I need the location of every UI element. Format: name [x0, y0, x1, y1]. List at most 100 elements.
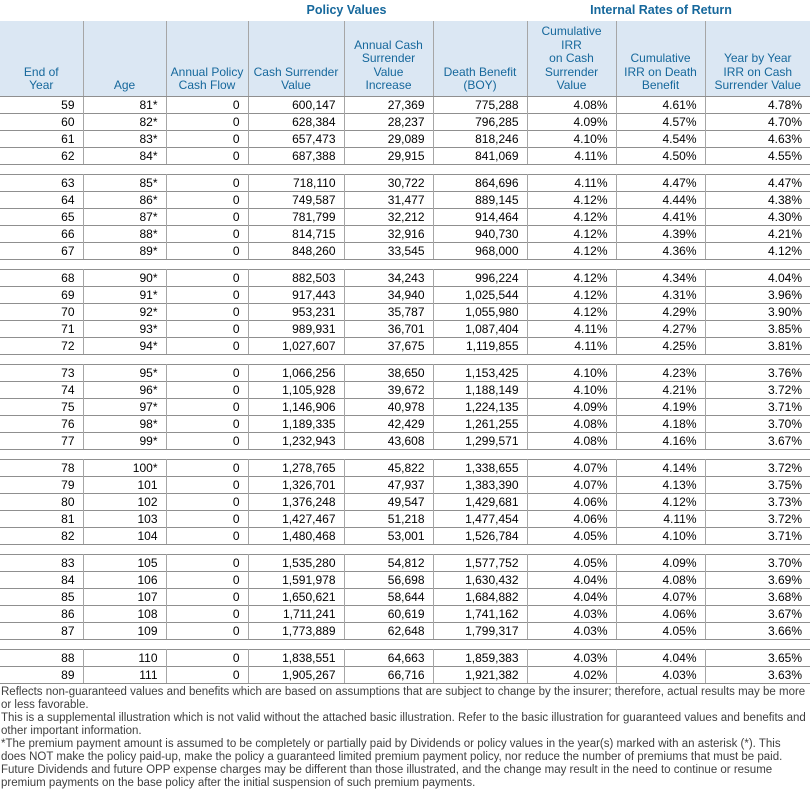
cell-age: 109 [83, 621, 167, 640]
cell-death-benefit-boy: 1,224,135 [433, 397, 528, 416]
cell-death-benefit-boy: 1,261,255 [433, 414, 528, 433]
cell-year-by-year-irr-csv: 3.96% [705, 285, 810, 304]
cell-cash-surrender-value: 953,231 [248, 302, 345, 321]
table-row: 67 89* 0 848,260 33,545 968,000 4.12% 4.36% 4.12… [0, 241, 810, 260]
cell-end-of-year: 59 [0, 95, 84, 114]
cell-cash-surrender-value: 1,278,765 [248, 458, 345, 477]
cell-cumulative-irr-death-benefit: 4.16% [616, 431, 706, 450]
cell-year-by-year-irr-csv: 3.63% [705, 665, 810, 684]
cell-annual-csv-increase: 58,644 [344, 587, 434, 606]
cell-end-of-year: 83 [0, 553, 84, 572]
cell-cumulative-irr-death-benefit: 4.14% [616, 458, 706, 477]
cell-cumulative-irr-death-benefit: 4.18% [616, 414, 706, 433]
cell-cash-surrender-value: 814,715 [248, 224, 345, 243]
cell-annual-policy-cash-flow: 0 [166, 570, 249, 589]
cell-year-by-year-irr-csv: 3.67% [705, 431, 810, 450]
cell-cumulative-irr-csv: 4.05% [527, 526, 617, 545]
table-row: 63 85* 0 718,110 30,722 864,696 4.11% 4.47% 4.47… [0, 173, 810, 192]
cell-annual-csv-increase: 37,675 [344, 336, 434, 355]
cell-age: 98* [83, 414, 167, 433]
cell-age: 89* [83, 241, 167, 260]
cell-age: 101 [83, 475, 167, 494]
cell-cash-surrender-value: 687,388 [248, 146, 345, 165]
cell-year-by-year-irr-csv: 3.90% [705, 302, 810, 321]
cell-cumulative-irr-csv: 4.10% [527, 129, 617, 148]
cell-cumulative-irr-death-benefit: 4.25% [616, 336, 706, 355]
cell-annual-policy-cash-flow: 0 [166, 665, 249, 684]
cell-cash-surrender-value: 1,066,256 [248, 363, 345, 382]
cell-death-benefit-boy: 968,000 [433, 241, 528, 260]
cell-death-benefit-boy: 1,055,980 [433, 302, 528, 321]
cell-death-benefit-boy: 818,246 [433, 129, 528, 148]
cell-cash-surrender-value: 1,146,906 [248, 397, 345, 416]
cell-age: 87* [83, 207, 167, 226]
cell-end-of-year: 72 [0, 336, 84, 355]
table-row: 81 103 0 1,427,467 51,218 1,477,454 4.06% 4.11%… [0, 509, 810, 528]
cell-year-by-year-irr-csv: 4.78% [705, 95, 810, 114]
cell-annual-csv-increase: 35,787 [344, 302, 434, 321]
cell-year-by-year-irr-csv: 3.66% [705, 621, 810, 640]
column-header-age: Age [83, 21, 167, 97]
cell-annual-csv-increase: 60,619 [344, 604, 434, 623]
cell-year-by-year-irr-csv: 3.67% [705, 604, 810, 623]
cell-cumulative-irr-death-benefit: 4.57% [616, 112, 706, 131]
column-header-death-benefit-boy: Death Benefit (BOY) [433, 21, 528, 97]
cell-cumulative-irr-csv: 4.08% [527, 95, 617, 114]
table-row: 69 91* 0 917,443 34,940 1,025,544 4.12% 4.31% 3.… [0, 285, 810, 304]
cell-age: 94* [83, 336, 167, 355]
cell-cash-surrender-value: 882,503 [248, 268, 345, 287]
cell-annual-policy-cash-flow: 0 [166, 458, 249, 477]
cell-age: 104 [83, 526, 167, 545]
illustration-table: End of Year Age Annual Policy Cash Flow … [0, 21, 810, 684]
cell-annual-csv-increase: 66,716 [344, 665, 434, 684]
table-row: 66 88* 0 814,715 32,916 940,730 4.12% 4.39% 4.21… [0, 224, 810, 243]
cell-cumulative-irr-death-benefit: 4.39% [616, 224, 706, 243]
cell-year-by-year-irr-csv: 3.76% [705, 363, 810, 382]
cell-death-benefit-boy: 889,145 [433, 190, 528, 209]
cell-annual-policy-cash-flow: 0 [166, 173, 249, 192]
cell-year-by-year-irr-csv: 3.69% [705, 570, 810, 589]
cell-cash-surrender-value: 848,260 [248, 241, 345, 260]
cell-annual-policy-cash-flow: 0 [166, 526, 249, 545]
column-header-annual-csv-increase: Annual Cash Surrender Value Increase [344, 21, 434, 97]
cell-end-of-year: 78 [0, 458, 84, 477]
cell-end-of-year: 71 [0, 319, 84, 338]
cell-year-by-year-irr-csv: 4.70% [705, 112, 810, 131]
cell-end-of-year: 68 [0, 268, 84, 287]
cell-annual-policy-cash-flow: 0 [166, 95, 249, 114]
cell-end-of-year: 64 [0, 190, 84, 209]
row-block: 63 85* 0 718,110 30,722 864,696 4.11% 4.47% 4.47… [0, 173, 810, 260]
cell-death-benefit-boy: 1,087,404 [433, 319, 528, 338]
cell-end-of-year: 79 [0, 475, 84, 494]
cell-annual-csv-increase: 32,916 [344, 224, 434, 243]
cell-cash-surrender-value: 1,105,928 [248, 380, 345, 399]
cell-annual-policy-cash-flow: 0 [166, 190, 249, 209]
cell-year-by-year-irr-csv: 3.72% [705, 458, 810, 477]
cell-cumulative-irr-csv: 4.06% [527, 509, 617, 528]
cell-age: 81* [83, 95, 167, 114]
cell-death-benefit-boy: 1,338,655 [433, 458, 528, 477]
cell-cash-surrender-value: 628,384 [248, 112, 345, 131]
cell-cumulative-irr-csv: 4.06% [527, 492, 617, 511]
cell-cumulative-irr-death-benefit: 4.47% [616, 173, 706, 192]
cell-end-of-year: 75 [0, 397, 84, 416]
cell-cumulative-irr-csv: 4.07% [527, 458, 617, 477]
cell-death-benefit-boy: 1,299,571 [433, 431, 528, 450]
table-row: 78 100* 0 1,278,765 45,822 1,338,655 4.07% 4.14… [0, 458, 810, 477]
cell-year-by-year-irr-csv: 4.38% [705, 190, 810, 209]
cell-year-by-year-irr-csv: 4.04% [705, 268, 810, 287]
cell-annual-policy-cash-flow: 0 [166, 604, 249, 623]
cell-cumulative-irr-death-benefit: 4.19% [616, 397, 706, 416]
cell-cumulative-irr-csv: 4.11% [527, 336, 617, 355]
cell-annual-csv-increase: 31,477 [344, 190, 434, 209]
cell-cumulative-irr-death-benefit: 4.05% [616, 621, 706, 640]
table-row: 70 92* 0 953,231 35,787 1,055,980 4.12% 4.29% 3.… [0, 302, 810, 321]
cell-cumulative-irr-csv: 4.02% [527, 665, 617, 684]
cell-death-benefit-boy: 1,153,425 [433, 363, 528, 382]
cell-cumulative-irr-death-benefit: 4.11% [616, 509, 706, 528]
cell-annual-policy-cash-flow: 0 [166, 509, 249, 528]
cell-cumulative-irr-csv: 4.08% [527, 414, 617, 433]
cell-annual-policy-cash-flow: 0 [166, 475, 249, 494]
cell-annual-csv-increase: 43,608 [344, 431, 434, 450]
cell-cumulative-irr-death-benefit: 4.34% [616, 268, 706, 287]
